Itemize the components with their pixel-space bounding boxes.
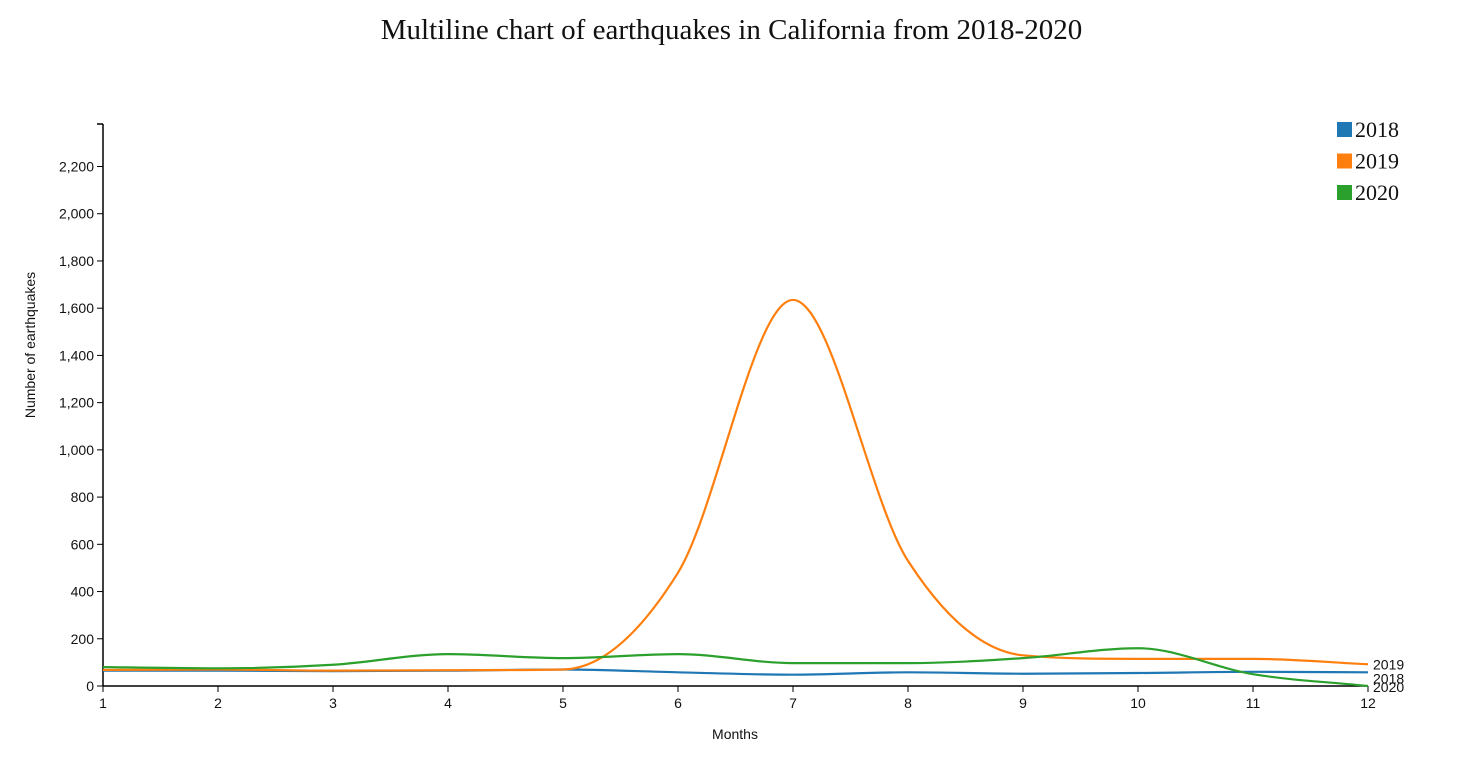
series-end-label-2018: 2018 (1373, 670, 1404, 686)
x-tick-label: 12 (1360, 695, 1376, 711)
legend-label-2019: 2019 (1355, 149, 1399, 174)
legend-label-2020: 2020 (1355, 180, 1399, 205)
y-tick-label: 1,400 (59, 347, 94, 363)
y-tick-label: 400 (71, 584, 95, 600)
x-tick-label: 5 (559, 695, 567, 711)
y-tick-label: 1,600 (59, 300, 94, 316)
y-tick-label: 1,200 (59, 395, 94, 411)
x-axis-title: Months (712, 726, 758, 742)
y-tick-label: 200 (71, 631, 95, 647)
y-tick-label: 600 (71, 536, 95, 552)
y-tick-label: 800 (71, 489, 95, 505)
x-axis: 1 2 3 4 5 6 7 8 9 10 11 12 (99, 685, 1376, 711)
y-tick-label: 2,200 (59, 159, 94, 175)
x-tick-label: 9 (1019, 695, 1027, 711)
x-tick-label: 6 (674, 695, 682, 711)
y-tick-label: 1,000 (59, 442, 94, 458)
x-tick-label: 8 (904, 695, 912, 711)
x-tick-label: 11 (1246, 695, 1261, 711)
x-tick-label: 10 (1130, 695, 1146, 711)
x-tick-label: 1 (99, 695, 107, 711)
legend-swatch-2018 (1337, 122, 1352, 137)
legend-label-2018: 2018 (1355, 117, 1399, 142)
legend: 2018 2019 2020 (1337, 117, 1399, 205)
x-tick-label: 3 (329, 695, 337, 711)
series-lines (102, 298, 1369, 688)
chart-title: Multiline chart of earthquakes in Califo… (380, 14, 1083, 46)
x-tick-label: 4 (444, 695, 452, 711)
legend-swatch-2019 (1337, 153, 1352, 169)
x-tick-label: 2 (214, 695, 222, 711)
y-axis-title: Number of earthquakes (22, 272, 38, 418)
series-end-label-2020: 2020 (1373, 679, 1404, 695)
series-line-2020 (102, 647, 1369, 688)
y-tick-label: 1,800 (59, 253, 94, 269)
legend-swatch-2020 (1337, 185, 1352, 200)
y-tick-label: 2,000 (59, 206, 94, 222)
y-axis: 0 200 400 600 800 1,000 1,200 1,400 1,600 1,800 2,… (59, 123, 104, 694)
x-tick-label: 7 (789, 695, 797, 711)
y-tick-label: 0 (86, 678, 94, 694)
series-end-label-2019: 2019 (1373, 656, 1404, 672)
series-line-2019 (102, 298, 1369, 672)
